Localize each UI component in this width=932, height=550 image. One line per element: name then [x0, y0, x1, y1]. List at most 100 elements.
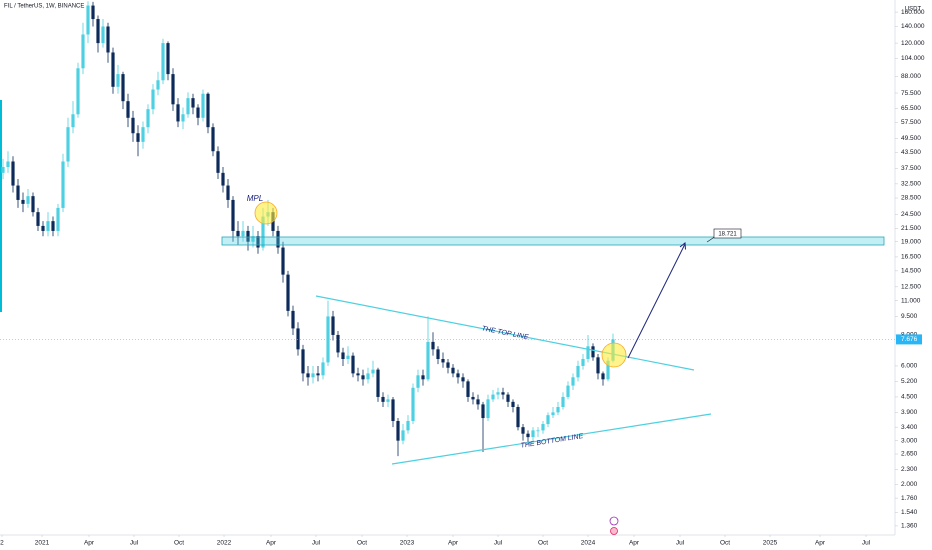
candle-body	[201, 93, 205, 118]
candle-body	[331, 316, 335, 335]
candle-body	[166, 43, 170, 75]
arrow-head	[679, 242, 686, 250]
candle-body	[441, 358, 445, 363]
y-tick-label: 43.500	[901, 149, 921, 156]
candle-body	[11, 161, 15, 186]
candle-body	[606, 360, 610, 380]
candle-body	[586, 346, 590, 359]
resistance-zone	[221, 236, 885, 246]
candle-body	[381, 396, 385, 402]
candle-body	[556, 406, 560, 413]
x-tick-label: Apr	[815, 540, 826, 547]
candle-body	[136, 133, 140, 142]
candle-body	[396, 421, 400, 441]
candle-body	[96, 19, 100, 44]
event-icon[interactable]	[610, 527, 618, 535]
candle-body	[456, 373, 460, 378]
candle-body	[36, 212, 40, 226]
candle-body	[291, 310, 295, 329]
candle-body	[486, 399, 490, 419]
candle-body	[321, 362, 325, 376]
candle-body	[301, 349, 305, 374]
candle-body	[566, 385, 570, 397]
candle-body	[356, 373, 360, 376]
candle-body	[311, 373, 315, 378]
candle-body	[416, 375, 420, 388]
x-tick-label: Jul	[676, 540, 685, 547]
candle-body	[1, 167, 5, 173]
candle-body	[431, 341, 435, 350]
x-tick-label: Apr	[84, 540, 95, 547]
candle-body	[406, 421, 410, 431]
candle-body	[596, 357, 600, 374]
candle-body	[516, 406, 520, 428]
y-tick-label: 140.000	[901, 23, 925, 30]
candle-body	[56, 207, 60, 231]
candle-body	[191, 98, 195, 108]
mpl-label: MPL	[247, 194, 263, 203]
candle-body	[261, 216, 265, 248]
event-icon[interactable]	[609, 516, 619, 526]
chart-title: FIL / TetherUS, 1W, BINANCE	[4, 4, 84, 10]
candle-body	[221, 172, 225, 186]
candle-body	[401, 430, 405, 441]
y-tick-label: 37.500	[901, 165, 921, 172]
y-tick-label: 16.500	[901, 254, 921, 261]
candle-body	[541, 424, 545, 431]
y-tick-label: 21.500	[901, 225, 921, 232]
candle-body	[481, 404, 485, 419]
x-tick-label: 2025	[763, 540, 778, 547]
candle-body	[226, 185, 230, 200]
candle-body	[251, 236, 255, 242]
candle-body	[346, 355, 350, 359]
candle-body	[256, 236, 260, 248]
candle-body	[6, 161, 10, 168]
candle-body	[421, 375, 425, 380]
last-price-label: 7.676	[901, 336, 918, 343]
x-tick-label: Apr	[448, 540, 459, 547]
left-marker	[0, 100, 2, 312]
x-tick-label: Oct	[174, 540, 184, 547]
highlight-circle	[254, 201, 278, 225]
candle-body	[351, 355, 355, 374]
candle-body	[436, 349, 440, 359]
y-tick-label: 4.500	[901, 394, 918, 401]
y-tick-label: 49.500	[901, 135, 921, 142]
candle-body	[506, 394, 510, 402]
candle-body	[531, 430, 535, 438]
candle-body	[16, 185, 20, 200]
candle-body	[411, 387, 415, 422]
y-tick-label: 57.500	[901, 119, 921, 126]
candle-body	[336, 334, 340, 353]
candle-body	[551, 412, 555, 416]
candle-body	[286, 274, 290, 311]
candle-body	[341, 352, 345, 359]
x-tick-label: Jul	[130, 540, 139, 547]
candle-body	[561, 396, 565, 407]
y-tick-label: 3.400	[901, 424, 918, 431]
candle-body	[81, 34, 85, 69]
candle-body	[476, 399, 480, 405]
y-tick-label: 3.000	[901, 437, 918, 444]
candle-body	[131, 117, 135, 134]
x-tick-label: Oct	[538, 540, 548, 547]
target-label: 18.721	[718, 231, 737, 237]
candle-body	[426, 341, 430, 380]
y-axis-label: USDT	[905, 7, 922, 13]
candle-body	[496, 392, 500, 395]
candle-body	[446, 362, 450, 368]
top-trend-line	[315, 295, 695, 371]
candle-body	[296, 328, 300, 350]
candle-body	[51, 221, 55, 231]
x-tick-label: Jul	[312, 540, 321, 547]
candle-body	[86, 5, 90, 35]
y-tick-label: 32.500	[901, 181, 921, 188]
candle-body	[246, 230, 250, 242]
candles	[1, 1, 615, 457]
candle-body	[306, 373, 310, 378]
candle-body	[361, 375, 365, 380]
candle-body	[211, 127, 215, 152]
candle-body	[116, 74, 120, 87]
y-tick-label: 12.500	[901, 284, 921, 291]
